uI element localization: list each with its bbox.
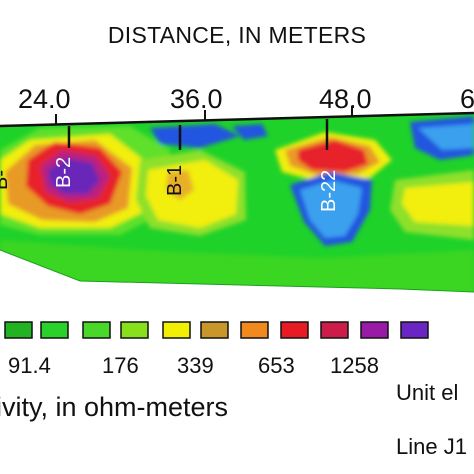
legend-swatches <box>4 321 429 339</box>
legend-value-653: 653 <box>258 353 295 378</box>
zone-blue-top-center <box>232 124 268 140</box>
resistivity-fill <box>0 113 474 292</box>
tick-label-36: 36.0 <box>170 84 223 114</box>
borehole-label-b2: B-2 <box>53 156 75 188</box>
legend-swatch-8 <box>280 321 309 339</box>
legend-units-label: ivity, in ohm-meters <box>0 392 229 422</box>
borehole-label-b22: B-22 <box>318 169 340 212</box>
legend-swatch-4 <box>120 321 149 339</box>
tick-label-24: 24.0 <box>18 84 71 114</box>
legend-swatch-9 <box>320 321 349 339</box>
zone-blue-top-left <box>150 124 240 148</box>
legend-value-1258: 1258 <box>330 353 379 378</box>
legend-value-176: 176 <box>102 353 139 378</box>
tick-label-60: 6 <box>460 84 474 114</box>
surface-line <box>0 111 474 128</box>
zone-light-blue <box>300 180 362 238</box>
borehole-label-left-partial: B- <box>0 170 12 190</box>
zone-far-right-yellow <box>402 182 474 226</box>
zone-light-blue-right <box>418 124 474 150</box>
line-label-note: Line J1 <box>396 434 467 459</box>
legend-value-91: 91.4 <box>8 353 51 378</box>
legend-swatch-6 <box>200 321 229 339</box>
borehole-label-b1: B-1 <box>164 164 186 196</box>
legend-swatch-2 <box>40 321 69 339</box>
zone-left-purple <box>48 158 100 194</box>
section-bottom-outline <box>0 249 474 293</box>
tick-label-48: 48.0 <box>319 84 372 114</box>
zone-center-orange <box>166 170 194 200</box>
legend-swatch-7 <box>240 321 269 339</box>
zone-right-red <box>298 140 368 172</box>
legend-swatch-11 <box>400 321 429 339</box>
legend-swatch-1 <box>4 321 33 339</box>
legend-swatch-5 <box>162 321 191 339</box>
axis-title: DISTANCE, IN METERS <box>107 22 367 48</box>
legend-swatch-3 <box>82 321 111 339</box>
legend-value-339: 339 <box>177 353 214 378</box>
legend-swatch-10 <box>360 321 389 339</box>
unit-elevation-note: Unit el <box>396 380 459 405</box>
